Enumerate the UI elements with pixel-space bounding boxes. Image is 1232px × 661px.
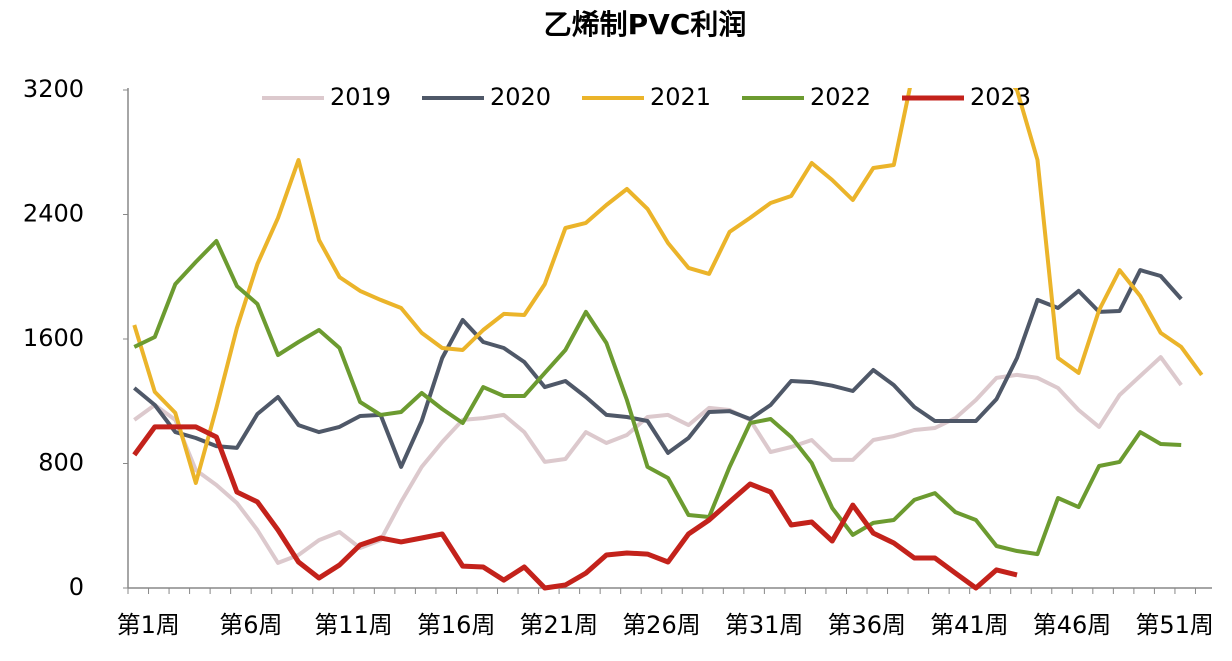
plot-lines [132, 88, 1204, 591]
x-tick-label: 第16周 [417, 611, 496, 639]
x-tick-label: 第6周 [219, 611, 282, 639]
x-tick-label: 第41周 [930, 611, 1009, 639]
y-tick-label: 2400 [23, 200, 84, 228]
series-line [133, 239, 1182, 557]
x-tick-label: 第11周 [314, 611, 393, 639]
x-tick-label: 第26周 [622, 611, 701, 639]
series-line [133, 268, 1183, 469]
series-line [133, 355, 1183, 565]
x-tick-label: 第36周 [827, 611, 906, 639]
x-tick-label: 第31周 [725, 611, 804, 639]
y-tick-label: 0 [69, 573, 84, 601]
legend-label: 2021 [650, 83, 711, 111]
y-tick-label: 1600 [23, 324, 84, 352]
x-tick-label: 第51周 [1135, 611, 1214, 639]
chart-title: 乙烯制PVC利润 [544, 8, 747, 41]
legend-label: 2019 [330, 83, 391, 111]
x-tick-label: 第21周 [520, 611, 599, 639]
series-line [132, 424, 1018, 591]
legend-label: 2023 [970, 83, 1031, 111]
series-line [132, 88, 1204, 485]
x-tick-label: 第1周 [117, 611, 180, 639]
x-tick-label: 第46周 [1033, 611, 1112, 639]
legend-label: 2022 [810, 83, 871, 111]
y-tick-label: 800 [38, 449, 84, 477]
y-tick-label: 3200 [23, 75, 84, 103]
legend-label: 2020 [490, 83, 551, 111]
